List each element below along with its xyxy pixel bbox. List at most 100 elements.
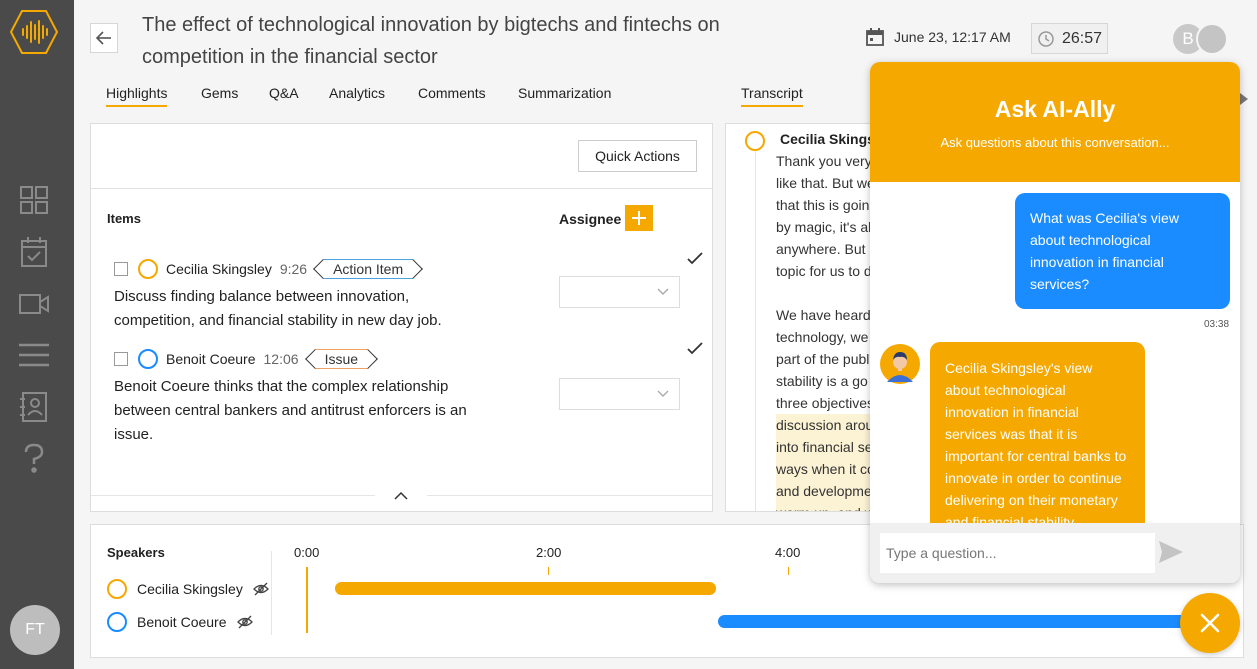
question-input[interactable]: [880, 533, 1155, 573]
highlights-panel: Quick Actions Items Assignee Cecilia Ski…: [90, 123, 713, 512]
tab-summarization[interactable]: Summarization: [518, 85, 612, 101]
eye-off-icon[interactable]: [252, 582, 269, 596]
plus-icon: [632, 211, 646, 225]
message-time: 03:38: [1204, 319, 1230, 330]
divider: [91, 188, 712, 189]
item-text: Benoit Coeure thinks that the complex re…: [114, 378, 467, 443]
tab-highlights[interactable]: Highlights: [106, 85, 168, 107]
transcript-line: part of the publ: [776, 351, 870, 367]
transcript-line: three objectives: [776, 395, 875, 411]
clock-icon: [1038, 30, 1054, 47]
speaker-ring-icon: [745, 131, 765, 151]
speaker-ring-icon: [107, 579, 127, 599]
transcript-panel: Cecilia Skingsley Thank you very like th…: [725, 123, 875, 512]
video-icon[interactable]: [18, 288, 50, 320]
item-timestamp[interactable]: 12:06: [263, 351, 299, 367]
close-chat-button[interactable]: [1180, 593, 1240, 653]
user-message: What was Cecilia's view about technologi…: [1015, 193, 1230, 309]
user-avatar[interactable]: FT: [10, 605, 60, 655]
spacer: [776, 282, 875, 304]
transcript-line: that this is going: [776, 197, 875, 213]
transcript-line: Thank you very: [776, 153, 872, 169]
highlight-item: Cecilia Skingsley 9:26 Action Item Discu…: [114, 257, 494, 333]
transcript-speaker: Cecilia Skingsley: [780, 131, 875, 147]
quick-actions-button[interactable]: Quick Actions: [578, 140, 697, 172]
send-button[interactable]: [1158, 540, 1184, 569]
item-text: Discuss finding balance between innovati…: [114, 288, 442, 329]
participant-avatar-2[interactable]: [1196, 23, 1228, 55]
tab-gems[interactable]: Gems: [201, 85, 239, 101]
speaker-row: Benoit Coeure: [107, 612, 253, 632]
transcript-line: by magic, it's al: [776, 219, 872, 235]
check-icon[interactable]: [687, 252, 705, 266]
speakers-header: Speakers: [107, 545, 165, 560]
tab-qa[interactable]: Q&A: [269, 85, 299, 101]
date-text: June 23, 12:17 AM: [894, 29, 1011, 45]
chevron-down-icon: [657, 390, 669, 397]
eye-off-icon[interactable]: [236, 615, 253, 629]
chevron-down-icon: [657, 288, 669, 295]
speakers-panel: Speakers Cecilia Skingsley Benoit Coeure…: [90, 524, 1244, 658]
transcript-line: technology, we: [776, 329, 869, 345]
check-icon[interactable]: [687, 342, 705, 356]
meeting-timer: 26:57: [1031, 23, 1108, 54]
tab-transcript[interactable]: Transcript: [741, 85, 803, 107]
speaker-ring-icon: [107, 612, 127, 632]
chat-header: Ask AI-Ally Ask questions about this con…: [870, 62, 1240, 182]
divider: [271, 551, 272, 635]
item-timestamp[interactable]: 9:26: [279, 261, 308, 277]
calendar-check-icon[interactable]: [18, 236, 50, 268]
highlight-item: Benoit Coeure 12:06 Issue Benoit Coeure …: [114, 347, 494, 447]
speaker-segment[interactable]: [335, 582, 716, 595]
highlighted-line: into financial se: [776, 436, 875, 458]
menu-lines-icon[interactable]: [18, 339, 50, 371]
timeline-tick: [788, 567, 789, 575]
transcript-text: Thank you very like that. But we that th…: [776, 150, 875, 511]
timeline-line: [755, 146, 756, 511]
speaker-segment[interactable]: [718, 615, 1198, 628]
grid-icon[interactable]: [18, 184, 50, 216]
send-icon: [1159, 541, 1183, 563]
chevron-up-icon: [394, 491, 408, 500]
ai-chat-panel: Ask AI-Ally Ask questions about this con…: [870, 62, 1240, 583]
timeline-label: 4:00: [775, 545, 801, 560]
tab-analytics[interactable]: Analytics: [329, 85, 386, 101]
chat-subtitle: Ask questions about this conversation...: [940, 135, 1170, 150]
transcript-line: like that. But we: [776, 175, 875, 191]
timer-value: 26:57: [1062, 29, 1103, 47]
item-checkbox[interactable]: [114, 262, 128, 276]
chat-input-bar: [870, 523, 1240, 583]
add-assignee-button[interactable]: [625, 205, 653, 231]
issue-tag: Issue: [314, 349, 369, 369]
contacts-icon[interactable]: [18, 391, 50, 423]
timeline-tick: [548, 567, 549, 575]
item-checkbox[interactable]: [114, 352, 128, 366]
bot-message: Cecilia Skingsley's view about technolog…: [930, 342, 1145, 532]
timeline-label: 2:00: [536, 545, 562, 560]
timeline-label: 0:00: [294, 545, 320, 560]
highlighted-line: and developme: [776, 480, 875, 502]
highlighted-line: discussion arou: [776, 414, 875, 436]
bot-avatar-icon: [880, 344, 920, 384]
speaker-ring-icon: [138, 349, 158, 369]
assignee-select[interactable]: [559, 276, 680, 308]
chat-title: Ask AI-Ally: [994, 96, 1116, 122]
action-item-tag: Action Item: [323, 259, 414, 279]
expand-arrow-icon[interactable]: [1240, 93, 1248, 105]
page-title: The effect of technological innovation b…: [142, 14, 720, 68]
close-icon: [1200, 613, 1220, 633]
arrow-left-icon: [96, 31, 111, 45]
assignee-header: Assignee: [559, 211, 622, 227]
transcript-line: anywhere. But l: [776, 241, 873, 257]
back-button[interactable]: [90, 23, 118, 53]
tab-comments[interactable]: Comments: [418, 85, 486, 101]
collapse-button[interactable]: [375, 486, 427, 504]
help-icon[interactable]: [18, 442, 50, 474]
item-speaker: Benoit Coeure: [166, 351, 256, 367]
assignee-select[interactable]: [559, 378, 680, 410]
speaker-row: Cecilia Skingsley: [107, 579, 269, 599]
playhead[interactable]: [306, 567, 308, 633]
sidebar: FT: [0, 0, 74, 669]
calendar-icon: [866, 28, 884, 46]
app-logo-icon[interactable]: [9, 8, 59, 56]
